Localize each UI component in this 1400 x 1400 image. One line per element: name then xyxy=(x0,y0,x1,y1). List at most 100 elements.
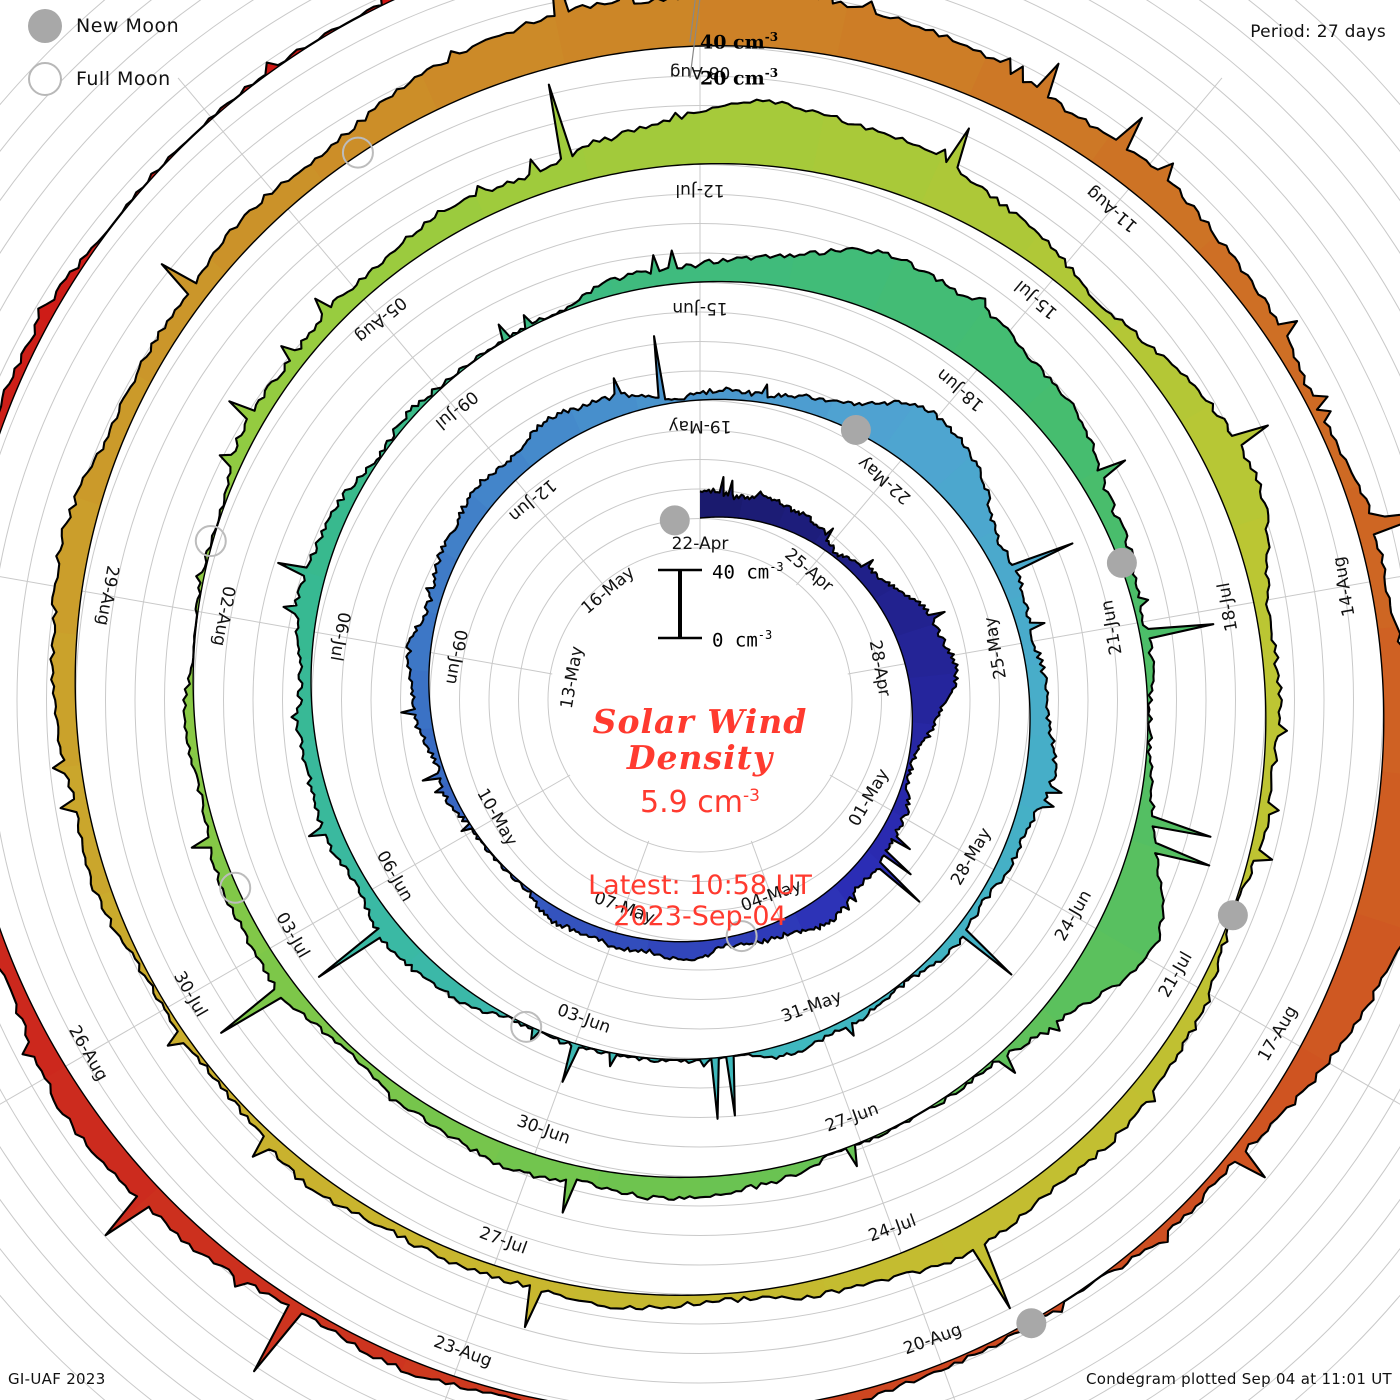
density-band-segment xyxy=(969,57,1117,166)
date-label: 27-Jun xyxy=(823,1099,882,1137)
date-label: 17-Aug xyxy=(1254,1002,1302,1064)
full-moon-marker xyxy=(725,920,758,953)
footer-plot-time: Condegram plotted Sep 04 at 11:01 UT xyxy=(1086,1370,1392,1388)
current-density-value: 5.9 cm-3 xyxy=(640,784,760,820)
density-band-segment xyxy=(1296,913,1400,1069)
new-moon-marker xyxy=(1217,900,1248,931)
density-band-segment xyxy=(901,929,963,987)
density-band-segment xyxy=(874,588,945,639)
date-label: 03-Jul xyxy=(271,909,313,962)
density-band-segment xyxy=(0,308,53,433)
density-band-segment xyxy=(952,307,1057,414)
density-band-segment xyxy=(908,673,958,727)
filled-circle-icon xyxy=(28,9,62,43)
legend-new-moon: New Moon xyxy=(28,9,179,43)
density-band-segment xyxy=(553,0,708,65)
density-band-segment xyxy=(1025,664,1055,742)
center-info-block: 40 cm-3 0 cm-3 Solar Wind Density 5.9 cm… xyxy=(440,550,960,932)
density-band-segment xyxy=(1143,652,1155,752)
density-band-segment xyxy=(883,403,972,492)
density-band-segment xyxy=(1126,987,1210,1106)
new-moon-marker xyxy=(840,414,871,445)
density-band-segment xyxy=(643,939,700,961)
density-band-segment xyxy=(543,903,599,938)
density-band-segment xyxy=(38,187,144,324)
density-band-segment xyxy=(865,810,920,902)
legend-full-moon: Full Moon xyxy=(28,62,171,96)
scale-bar-icon xyxy=(658,568,702,640)
density-band-segment xyxy=(610,250,705,295)
date-label: 31-May xyxy=(779,987,845,1027)
full-moon-marker xyxy=(219,871,252,904)
density-band-segment xyxy=(252,0,394,85)
density-band-segment xyxy=(635,336,704,411)
date-label: 29-Aug xyxy=(92,564,122,627)
density-band-segment xyxy=(489,1141,601,1213)
density-band-segment xyxy=(239,1104,344,1205)
density-band-segment xyxy=(873,258,989,355)
date-label: 12-Jul xyxy=(675,180,724,200)
density-band-segment xyxy=(318,885,422,977)
density-band-segment xyxy=(1021,233,1126,335)
density-band-segment xyxy=(210,158,328,273)
scale-label-outer: 40 cm-3 xyxy=(700,30,779,54)
density-band-segment xyxy=(1022,382,1126,486)
latest-time: Latest: 10:58 UT xyxy=(588,869,812,901)
open-circle-icon xyxy=(28,62,62,96)
density-band-segment xyxy=(813,528,857,570)
new-moon-marker xyxy=(1106,547,1137,578)
density-band-segment xyxy=(300,736,337,823)
density-band-segment xyxy=(787,247,902,313)
density-band-segment xyxy=(566,1284,700,1310)
date-label: 20-Aug xyxy=(901,1320,965,1360)
date-label: 09-Jul xyxy=(431,386,482,433)
latest-timestamp: Latest: 10:58 UT 2023-Sep-04 xyxy=(440,870,960,932)
density-band-segment xyxy=(210,849,270,957)
density-band-segment xyxy=(310,69,444,181)
date-label: 21-Jun xyxy=(1097,598,1126,656)
density-band-segment xyxy=(812,115,947,206)
density-band-segment xyxy=(254,1282,407,1372)
density-band-segment xyxy=(1344,485,1400,636)
density-band-segment xyxy=(309,814,373,896)
full-moon-marker xyxy=(194,525,227,558)
date-label: 23-Aug xyxy=(431,1332,495,1372)
density-band-segment xyxy=(1106,1166,1227,1273)
density-band-segment xyxy=(532,277,619,326)
date-label: 14-Aug xyxy=(1329,555,1359,618)
density-band-segment xyxy=(700,254,800,289)
density-band-segment xyxy=(278,490,357,579)
density-band-segment xyxy=(1018,734,1062,813)
density-band-segment xyxy=(770,1020,846,1059)
density-band-segment xyxy=(832,850,920,910)
latest-date: 2023-Sep-04 xyxy=(613,900,787,932)
density-band-segment xyxy=(404,947,483,1009)
page-title: Solar Wind Density xyxy=(440,703,960,777)
full-moon-marker xyxy=(341,136,374,169)
scale-label-inner: 20 cm-3 xyxy=(700,66,779,90)
density-band-segment xyxy=(388,0,394,2)
scale-leader-lines xyxy=(689,0,701,79)
density-band-segment xyxy=(1119,558,1214,659)
density-band-segment xyxy=(50,625,81,768)
density-band-segment xyxy=(301,257,397,352)
period-label: Period: 27 days xyxy=(1250,22,1386,42)
date-label: 24-Jul xyxy=(866,1211,919,1247)
density-band-segment xyxy=(582,111,707,180)
density-band-segment xyxy=(1353,771,1400,936)
date-label: 06-Jul xyxy=(326,610,354,662)
density-band-segment xyxy=(933,1171,1054,1309)
density-scale-bar: 40 cm-3 0 cm-3 xyxy=(440,550,960,660)
density-band-segment xyxy=(1079,460,1135,568)
density-band-segment xyxy=(424,546,459,615)
date-label: 08-Aug xyxy=(670,62,731,82)
density-band-segment xyxy=(570,378,642,434)
density-band-segment xyxy=(382,186,491,276)
date-label: 30-Jul xyxy=(169,968,211,1021)
density-band-segment xyxy=(1110,319,1214,428)
